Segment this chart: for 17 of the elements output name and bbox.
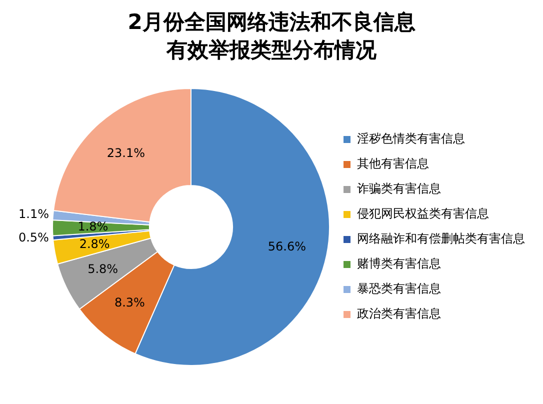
data-label: 8.3% [114, 296, 145, 310]
data-label: 56.6% [268, 239, 306, 254]
legend-label: 诈骗类有害信息 [357, 182, 441, 196]
legend-label: 赌博类有害信息 [357, 256, 441, 271]
legend-label: 网络融诈和有偿删帖类有害信息 [357, 232, 525, 246]
legend-label: 侵犯网民权益类有害信息 [357, 206, 489, 221]
legend-label: 政治类有害信息 [357, 306, 441, 321]
data-label: 1.8% [78, 220, 108, 234]
data-label: 23.1% [106, 146, 146, 160]
legend-label: 淫秽色情类有害信息 [357, 132, 465, 146]
legend-label: 其他有害信息 [357, 156, 429, 171]
chart-title: 2月份全国网络违法和不良信息有效举报类型分布情况 [126, 9, 416, 64]
data-label: 0.5% [18, 230, 49, 244]
data-label: 2.8% [79, 236, 110, 251]
data-label: 5.8% [88, 262, 118, 276]
legend-label: 暴恐类有害信息 [357, 282, 441, 296]
data-label: 1.1% [18, 207, 50, 222]
